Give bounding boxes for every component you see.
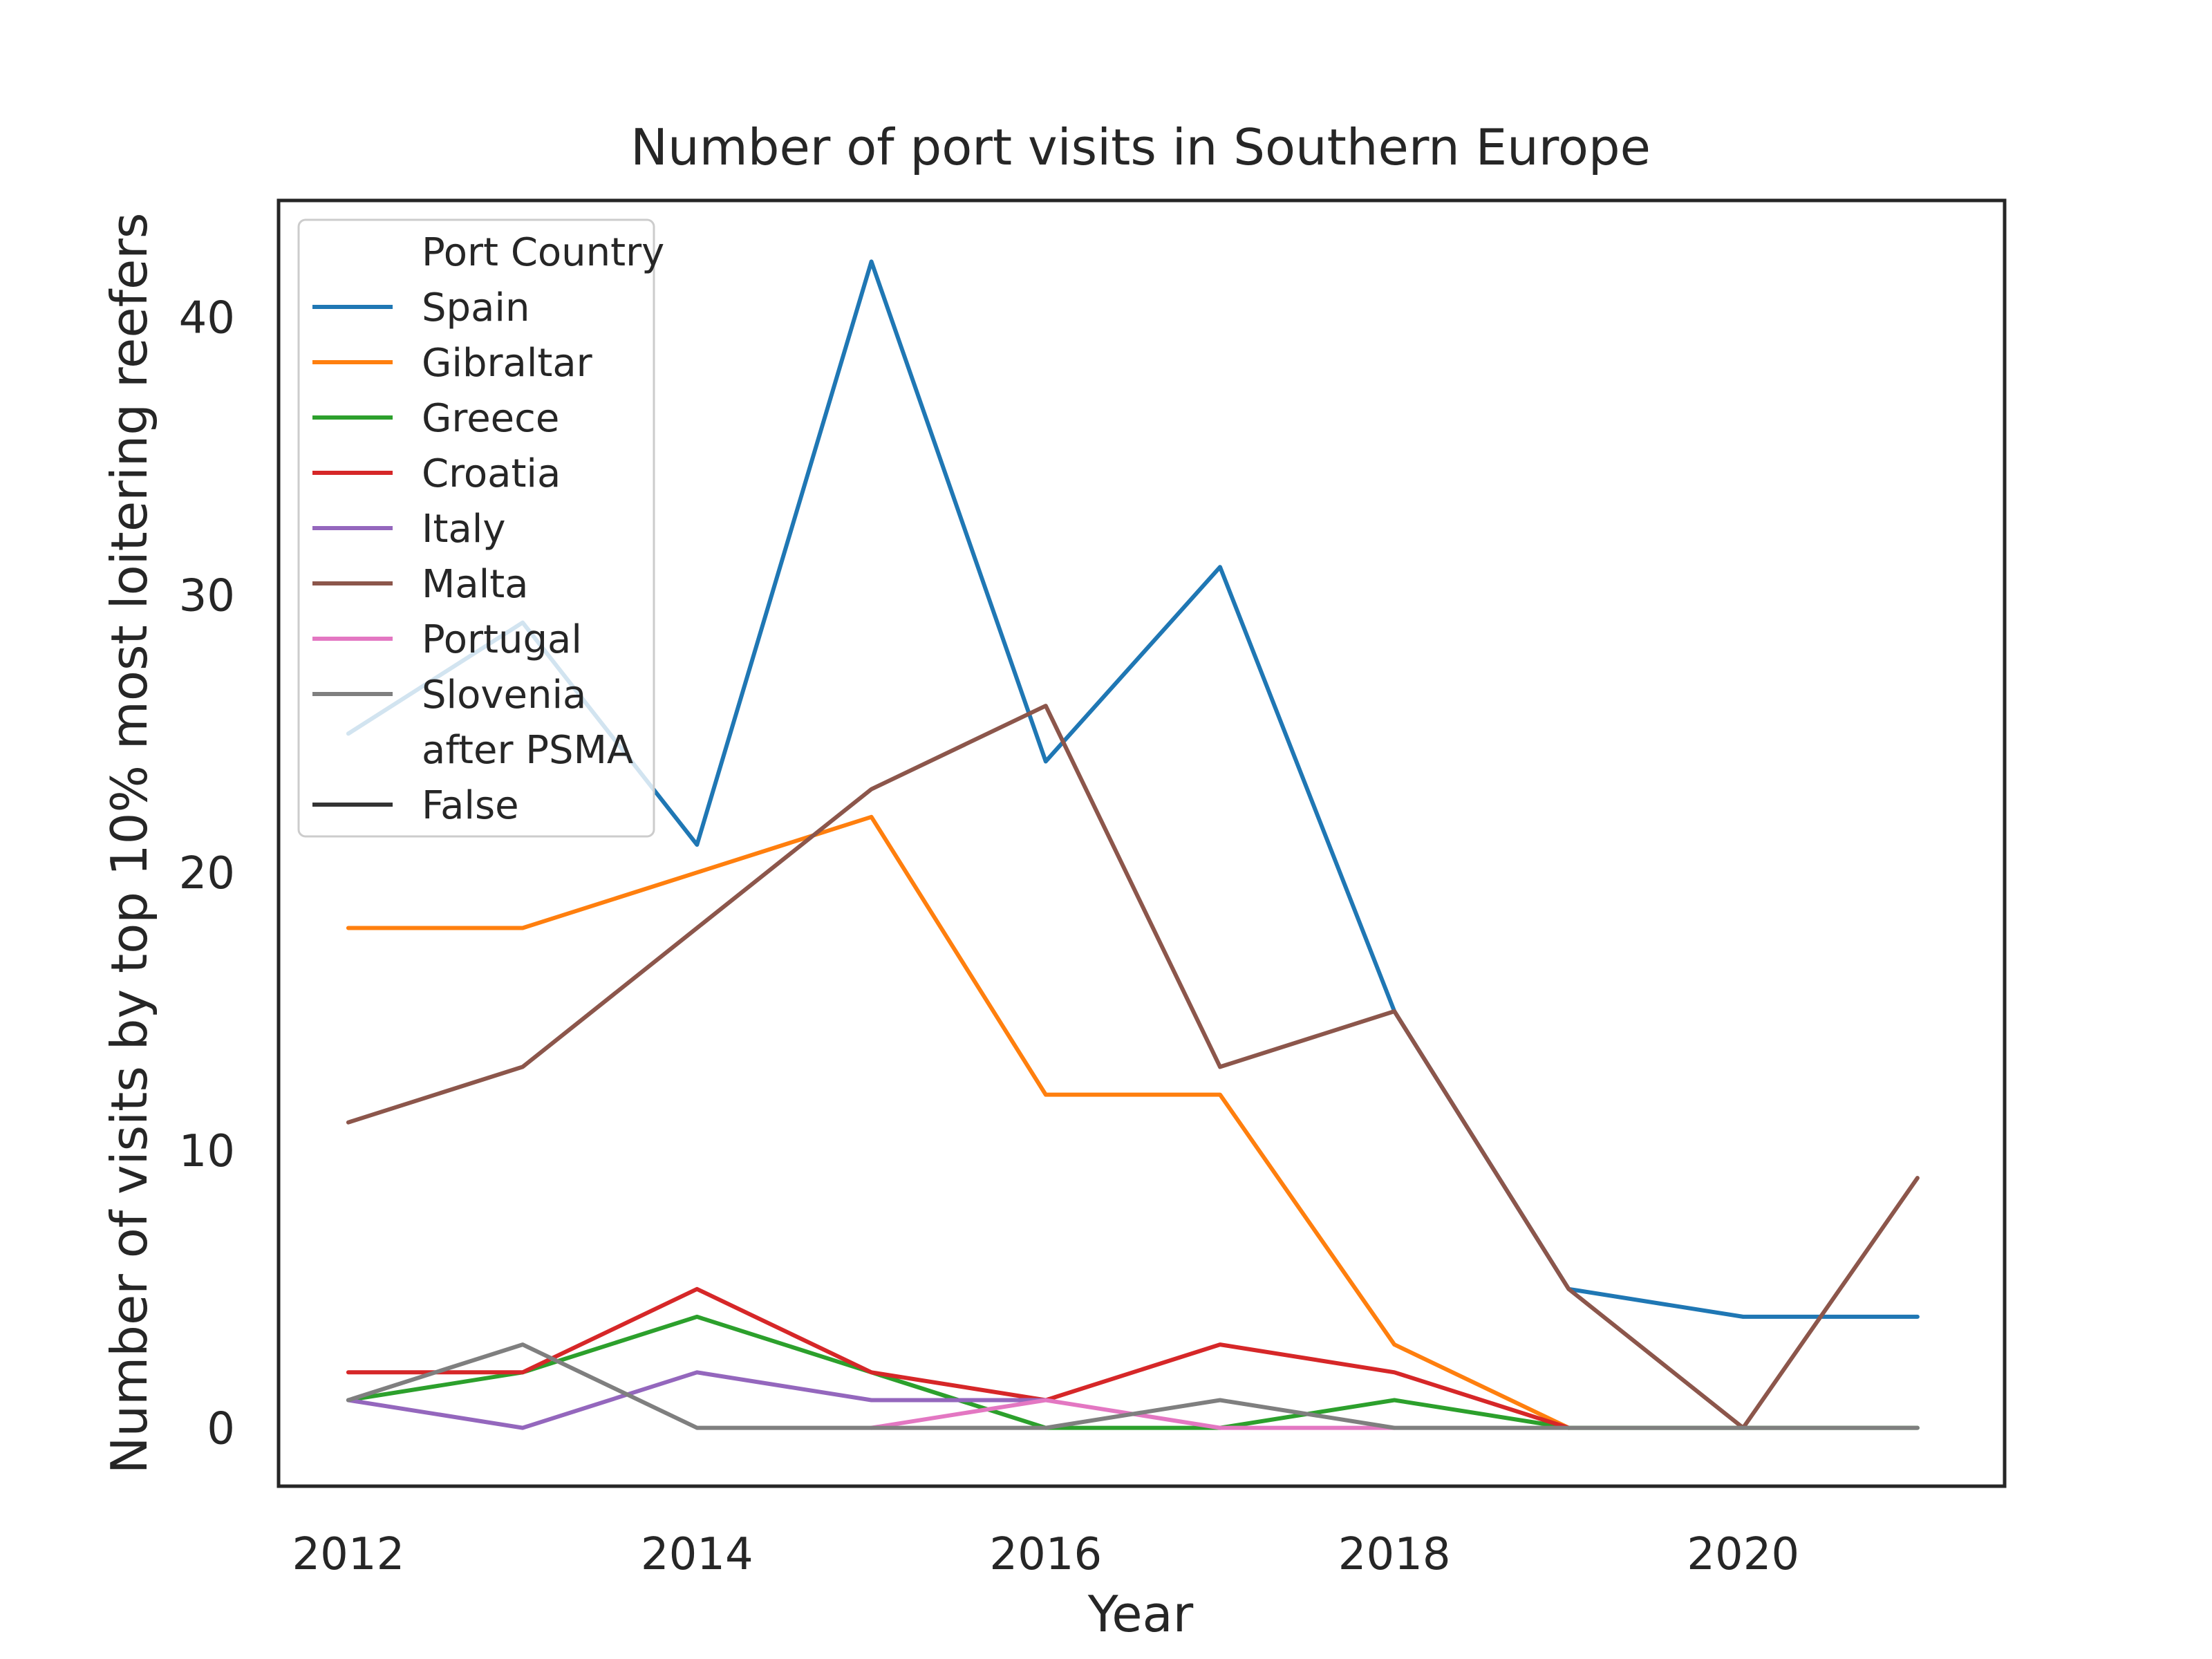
x-tick-label: 2020: [1687, 1529, 1799, 1580]
y-tick-label: 0: [207, 1404, 235, 1455]
y-tick-label: 30: [179, 571, 235, 622]
chart-title: Number of port visits in Southern Europe: [630, 118, 1651, 176]
legend-label: False: [422, 783, 519, 828]
series-line-gibraltar: [346, 814, 1571, 1430]
legend-label: Malta: [422, 562, 528, 607]
legend-box: [297, 218, 655, 838]
y-tick-label: 40: [179, 293, 235, 344]
y-axis-label: Number of visits by top 10% most loiteri…: [100, 213, 158, 1474]
legend-label: Greece: [422, 396, 559, 441]
legend-label: Portugal: [422, 617, 582, 662]
series-line-slovenia: [346, 1342, 1920, 1430]
legend-label: Slovenia: [422, 673, 586, 718]
x-tick-label: 2014: [641, 1529, 753, 1580]
legend-label: Italy: [422, 507, 506, 552]
legend: Port Country Spain Gibraltar Greece Croatia I…: [297, 218, 664, 838]
x-tick-label: 2016: [989, 1529, 1102, 1580]
legend-label: Gibraltar: [422, 341, 593, 386]
series-line-croatia: [346, 1286, 1571, 1430]
legend-title: Port Country: [422, 230, 664, 275]
legend-title: after PSMA: [422, 728, 633, 773]
series-line-malta: [346, 704, 1920, 1430]
y-tick-label: 20: [179, 848, 235, 899]
x-tick-label: 2018: [1338, 1529, 1451, 1580]
series-line-italy: [346, 1370, 1048, 1430]
x-axis-label: Year: [1087, 1585, 1194, 1643]
legend-label: Croatia: [422, 451, 561, 496]
series-layer: [346, 259, 1920, 1430]
y-axis-ticks: 0 10 20 30 40: [179, 293, 235, 1455]
x-tick-label: 2012: [292, 1529, 404, 1580]
plot-frame: [276, 198, 2007, 1488]
x-axis-ticks: 2012 2014 2016 2018 2020: [292, 1529, 1799, 1580]
y-tick-label: 10: [179, 1126, 235, 1177]
legend-label: Spain: [422, 285, 529, 330]
